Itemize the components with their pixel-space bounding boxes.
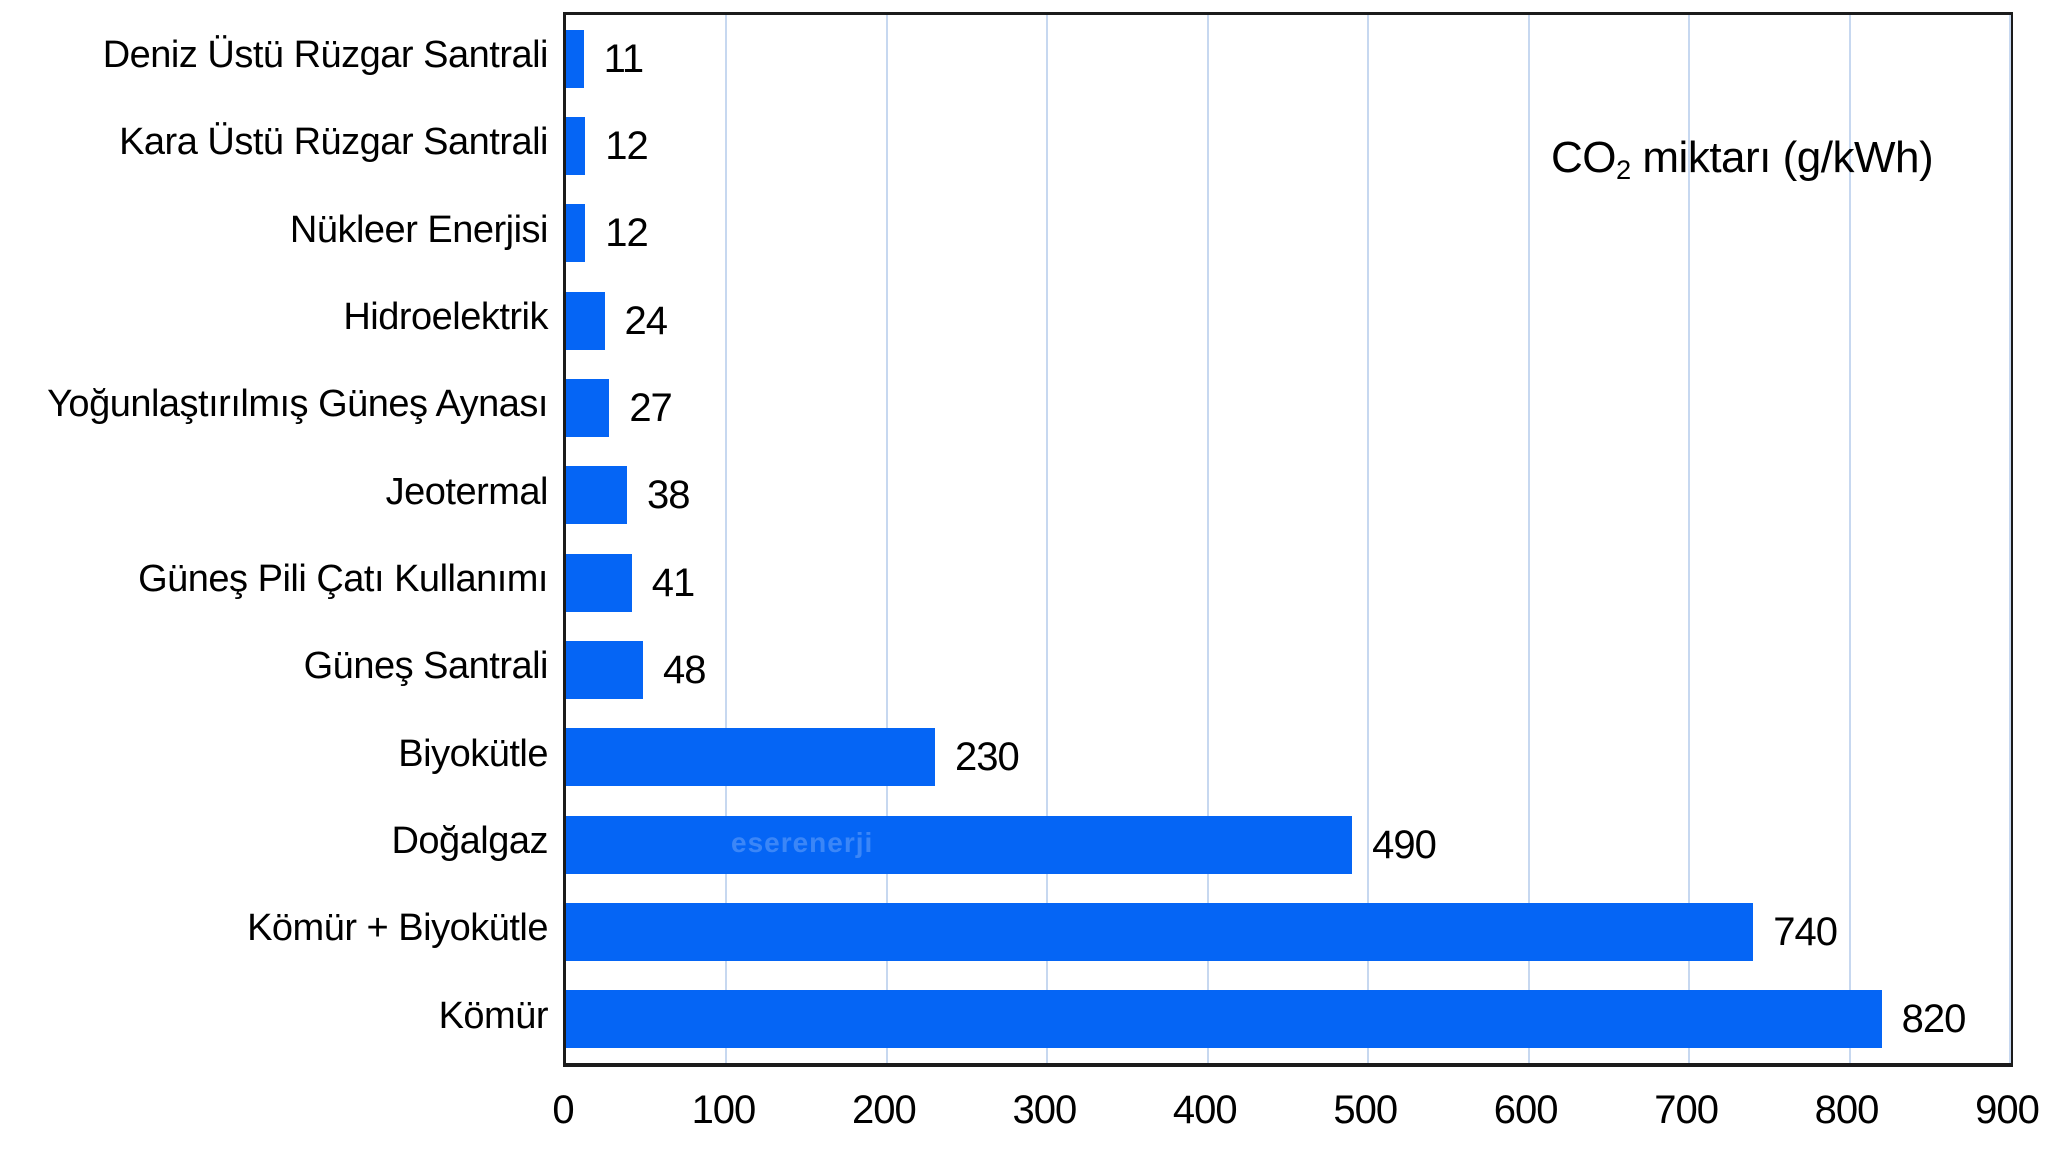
gridline-400 <box>1206 15 1209 1063</box>
bar-row: 27 <box>566 364 2010 451</box>
category-label: Güneş Santrali <box>303 645 549 688</box>
bar-4 <box>566 291 605 350</box>
gridline-200 <box>885 15 888 1063</box>
bar-2 <box>566 116 586 175</box>
bar-6 <box>566 466 627 525</box>
category-label: Deniz Üstü Rüzgar Santrali <box>102 34 549 77</box>
bar-11 <box>566 902 1754 961</box>
x-tick-label-500: 500 <box>1333 1088 1398 1132</box>
category-label: Hidroelektrik <box>343 296 548 339</box>
x-axis: 0 100 200 300 400 500 600 700 800 900 <box>552 1086 2039 1146</box>
bar-value-label: 48 <box>663 647 706 692</box>
bar-row: 41 <box>566 539 2010 626</box>
bar-value-label: 490 <box>1372 822 1437 867</box>
bar-row: 48 <box>566 626 2010 713</box>
gridline-700 <box>1688 15 1691 1063</box>
category-label: Biyokütle <box>398 732 548 775</box>
gridline-900 <box>2009 15 2011 1063</box>
bar-8 <box>566 640 643 699</box>
bar-row: 11 <box>566 15 2010 102</box>
chart-title: CO2 miktarı (g/kWh) <box>1551 133 1934 185</box>
bar-row: 740 <box>566 888 2010 975</box>
bar-value-label: 230 <box>955 735 1020 780</box>
bar-row: 820 <box>566 976 2010 1063</box>
bar-1 <box>566 29 584 88</box>
x-tick-label-700: 700 <box>1654 1088 1719 1132</box>
x-tick-label-800: 800 <box>1814 1088 1880 1132</box>
bar-value-label: 38 <box>646 473 690 518</box>
category-label: Kömür <box>438 994 549 1037</box>
bar-row: 490 <box>566 801 2010 888</box>
chart-title-unit: miktarı (g/kWh) <box>1630 133 1934 182</box>
bar-value-label: 820 <box>1901 997 1967 1042</box>
category-label: Kara Üstü Rüzgar Santrali <box>119 121 548 164</box>
chart-title-co2: CO <box>1551 133 1617 182</box>
gridline-100 <box>725 15 728 1063</box>
bar-value-label: 41 <box>651 560 695 605</box>
bar-row: 38 <box>566 452 2010 539</box>
bar-3 <box>566 204 586 263</box>
category-label: Doğalgaz <box>391 820 548 863</box>
bar-value-label: 740 <box>1773 909 1838 954</box>
bar-value-label: 11 <box>603 36 645 81</box>
bar-row: 24 <box>566 277 2010 364</box>
bar-value-label: 24 <box>624 298 668 343</box>
x-tick-label-600: 600 <box>1493 1088 1559 1132</box>
gridline-500 <box>1367 15 1370 1063</box>
bar-value-label: 12 <box>605 123 648 168</box>
bar-12 <box>566 990 1882 1049</box>
bar-10 <box>566 815 1353 874</box>
category-label: Jeotermal <box>385 470 549 513</box>
x-tick-label-200: 200 <box>852 1088 917 1132</box>
category-label: Kömür + Biyokütle <box>247 907 548 950</box>
bar-row: 12 <box>566 190 2010 277</box>
x-tick-label-100: 100 <box>691 1088 757 1132</box>
gridline-600 <box>1527 15 1530 1063</box>
bar-value-label: 27 <box>629 385 672 430</box>
bar-row: 12 <box>566 102 2010 189</box>
bar-5 <box>566 378 610 437</box>
x-tick-label-900: 900 <box>1975 1088 2040 1132</box>
x-tick-label-300: 300 <box>1012 1088 1077 1132</box>
chart-title-subscript: 2 <box>1616 153 1631 185</box>
bar-row: 230 <box>566 714 2010 801</box>
watermark: eserenerji <box>731 827 874 858</box>
bar-value-label: 12 <box>605 211 648 256</box>
category-label: Yoğunlaştırılmış Güneş Aynası <box>47 383 548 426</box>
category-axis: Deniz Üstü Rüzgar Santrali Kara Üstü Rüzg… <box>0 12 548 1060</box>
gridline-300 <box>1046 15 1049 1063</box>
x-tick-label-400: 400 <box>1172 1088 1238 1132</box>
bar-7 <box>566 553 632 612</box>
bar-9 <box>566 728 936 787</box>
x-tick-label-0: 0 <box>552 1088 574 1132</box>
category-label: Nükleer Enerjisi <box>289 208 549 251</box>
category-label: Güneş Pili Çatı Kullanımı <box>138 558 548 601</box>
gridline-800 <box>1848 15 1851 1063</box>
plot-area: 11 12 12 24 27 38 41 48 230 490 740 820 CO2 miktarı… <box>563 12 2013 1067</box>
